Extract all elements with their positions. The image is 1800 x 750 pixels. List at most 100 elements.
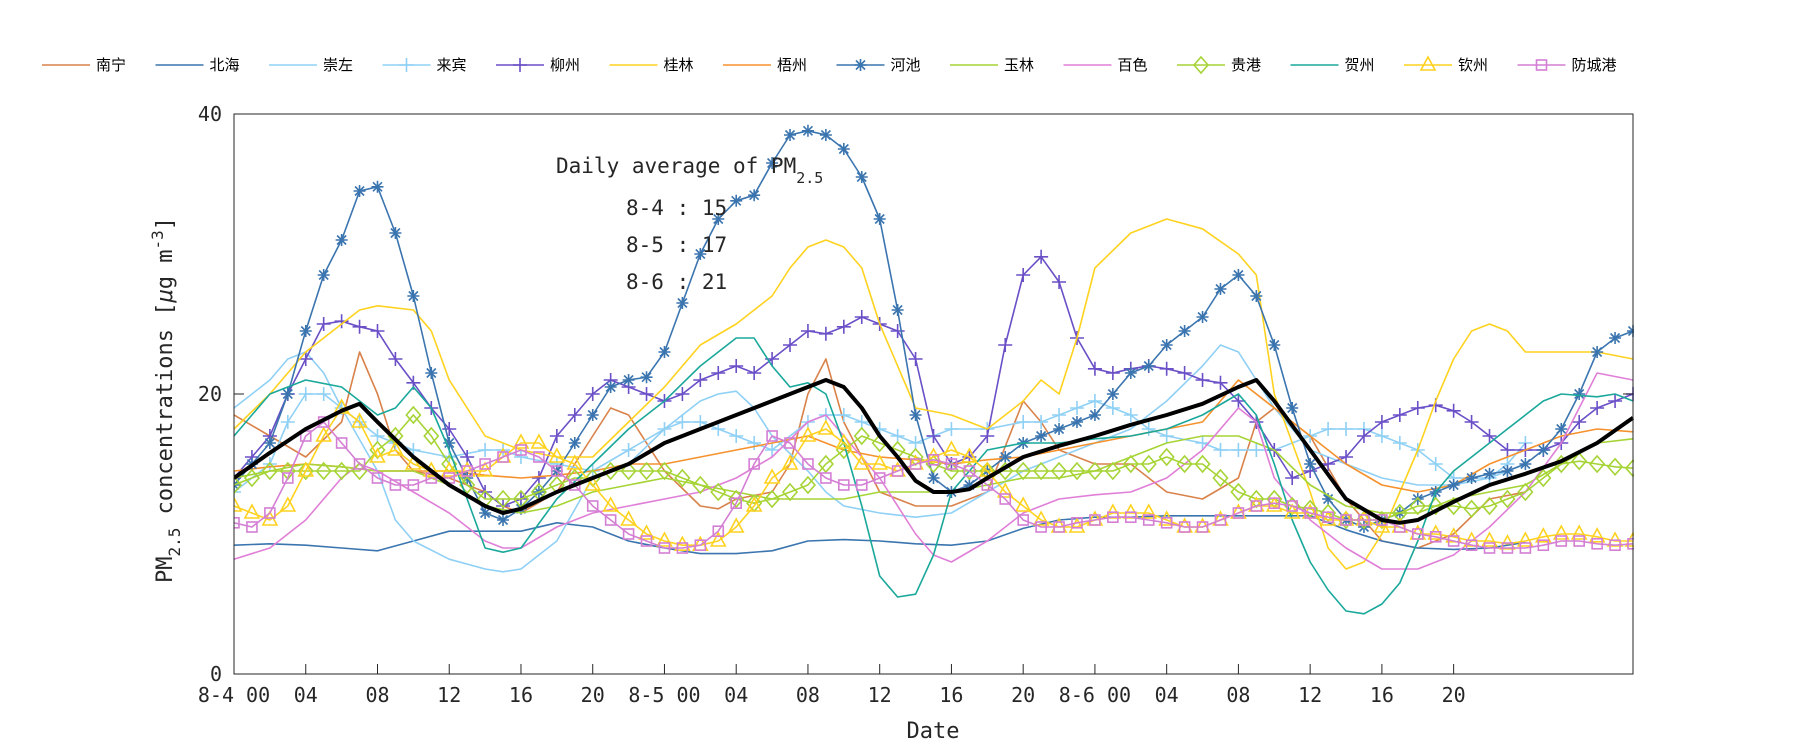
data-point — [1159, 361, 1174, 376]
data-point — [512, 433, 530, 449]
data-point — [1591, 346, 1604, 358]
data-point — [873, 472, 886, 484]
data-point — [407, 479, 420, 491]
data-point — [855, 171, 868, 183]
legend-label: 梧州 — [777, 56, 807, 74]
x-axis: 8-4 00 04 08 12 16 20 8-5 00 04 08 12 16 20 8-6 00 04… — [198, 664, 1466, 707]
data-point — [1033, 461, 1050, 481]
legend-label: 贵港 — [1231, 56, 1261, 74]
data-point — [730, 497, 743, 510]
data-point — [836, 319, 851, 334]
data-point — [873, 213, 886, 225]
data-point — [656, 461, 673, 481]
data-point — [1517, 482, 1534, 502]
annotation-line: 8-4 : 15 — [626, 196, 727, 220]
data-point — [1123, 408, 1138, 422]
data-point — [315, 461, 332, 481]
data-point — [765, 443, 780, 457]
x-tick-label: 08 — [365, 683, 389, 707]
data-point — [1609, 539, 1621, 552]
data-point — [243, 503, 261, 519]
data-point — [1499, 489, 1516, 509]
data-point — [944, 422, 959, 436]
data-point — [621, 443, 636, 457]
series-桂林 — [234, 218, 1634, 570]
data-point — [1140, 454, 1157, 474]
x-tick-label: 20 — [1011, 683, 1035, 707]
data-point — [548, 447, 566, 463]
y-axis: 0 20 40 — [198, 102, 1633, 686]
data-point — [1571, 451, 1588, 471]
legend-label: 桂林 — [664, 56, 694, 74]
data-point — [729, 429, 744, 443]
data-point — [234, 471, 241, 485]
data-point — [1068, 517, 1086, 533]
data-point — [1409, 496, 1426, 516]
data-point — [478, 443, 493, 457]
data-point — [1194, 454, 1211, 474]
data-point — [282, 472, 294, 484]
data-point — [1214, 283, 1227, 295]
data-point — [1589, 454, 1606, 474]
data-point — [1573, 535, 1585, 547]
data-point — [656, 531, 673, 547]
data-point — [675, 415, 690, 429]
series-line — [234, 130, 1634, 528]
data-point — [1268, 339, 1281, 351]
x-tick-label: 12 — [868, 683, 892, 707]
data-point — [316, 317, 331, 331]
x-tick-label: 8-6 00 — [1059, 683, 1131, 707]
x-tick-label: 20 — [1442, 683, 1466, 707]
data-point — [1015, 461, 1032, 481]
data-point — [710, 482, 727, 502]
data-point — [745, 496, 763, 512]
legend-item: 桂林 — [609, 56, 694, 74]
data-point — [891, 304, 904, 316]
data-point — [371, 472, 384, 484]
data-point — [1340, 514, 1352, 526]
data-point — [1035, 430, 1048, 442]
data-point — [1178, 325, 1191, 337]
data-point — [784, 129, 797, 141]
data-point — [1419, 55, 1437, 71]
y-tick-label: 0 — [210, 662, 222, 686]
data-point — [945, 458, 958, 470]
data-point — [1035, 521, 1047, 533]
data-point — [674, 468, 691, 488]
data-point — [1339, 450, 1354, 464]
data-point — [1250, 290, 1263, 302]
data-point — [1230, 482, 1247, 502]
data-point — [1231, 394, 1246, 408]
data-point — [1106, 388, 1119, 400]
data-point — [799, 426, 817, 442]
data-point — [1232, 269, 1245, 281]
data-point — [1517, 531, 1534, 547]
data-point — [640, 535, 653, 547]
data-point — [1141, 422, 1156, 436]
series-layer — [234, 124, 1634, 615]
data-point — [1266, 489, 1283, 509]
data-point — [604, 381, 617, 393]
data-point — [533, 451, 545, 463]
data-point — [871, 454, 889, 470]
data-point — [1410, 401, 1425, 415]
data-point — [693, 415, 708, 429]
data-point — [531, 471, 546, 485]
data-point — [388, 352, 403, 366]
data-point — [766, 430, 778, 442]
data-point — [1034, 415, 1049, 429]
data-point — [711, 422, 726, 436]
data-point — [638, 524, 655, 540]
data-point — [586, 409, 599, 421]
x-tick-label: 8-4 00 — [198, 683, 270, 707]
data-point — [371, 180, 384, 193]
data-point — [622, 528, 635, 540]
data-point — [855, 479, 868, 491]
data-point — [1358, 514, 1370, 526]
y-tick-label: 20 — [198, 382, 222, 406]
data-point — [820, 472, 832, 484]
legend-item: 崇左 — [269, 56, 353, 74]
data-point — [694, 539, 707, 552]
series-line — [234, 351, 1526, 549]
